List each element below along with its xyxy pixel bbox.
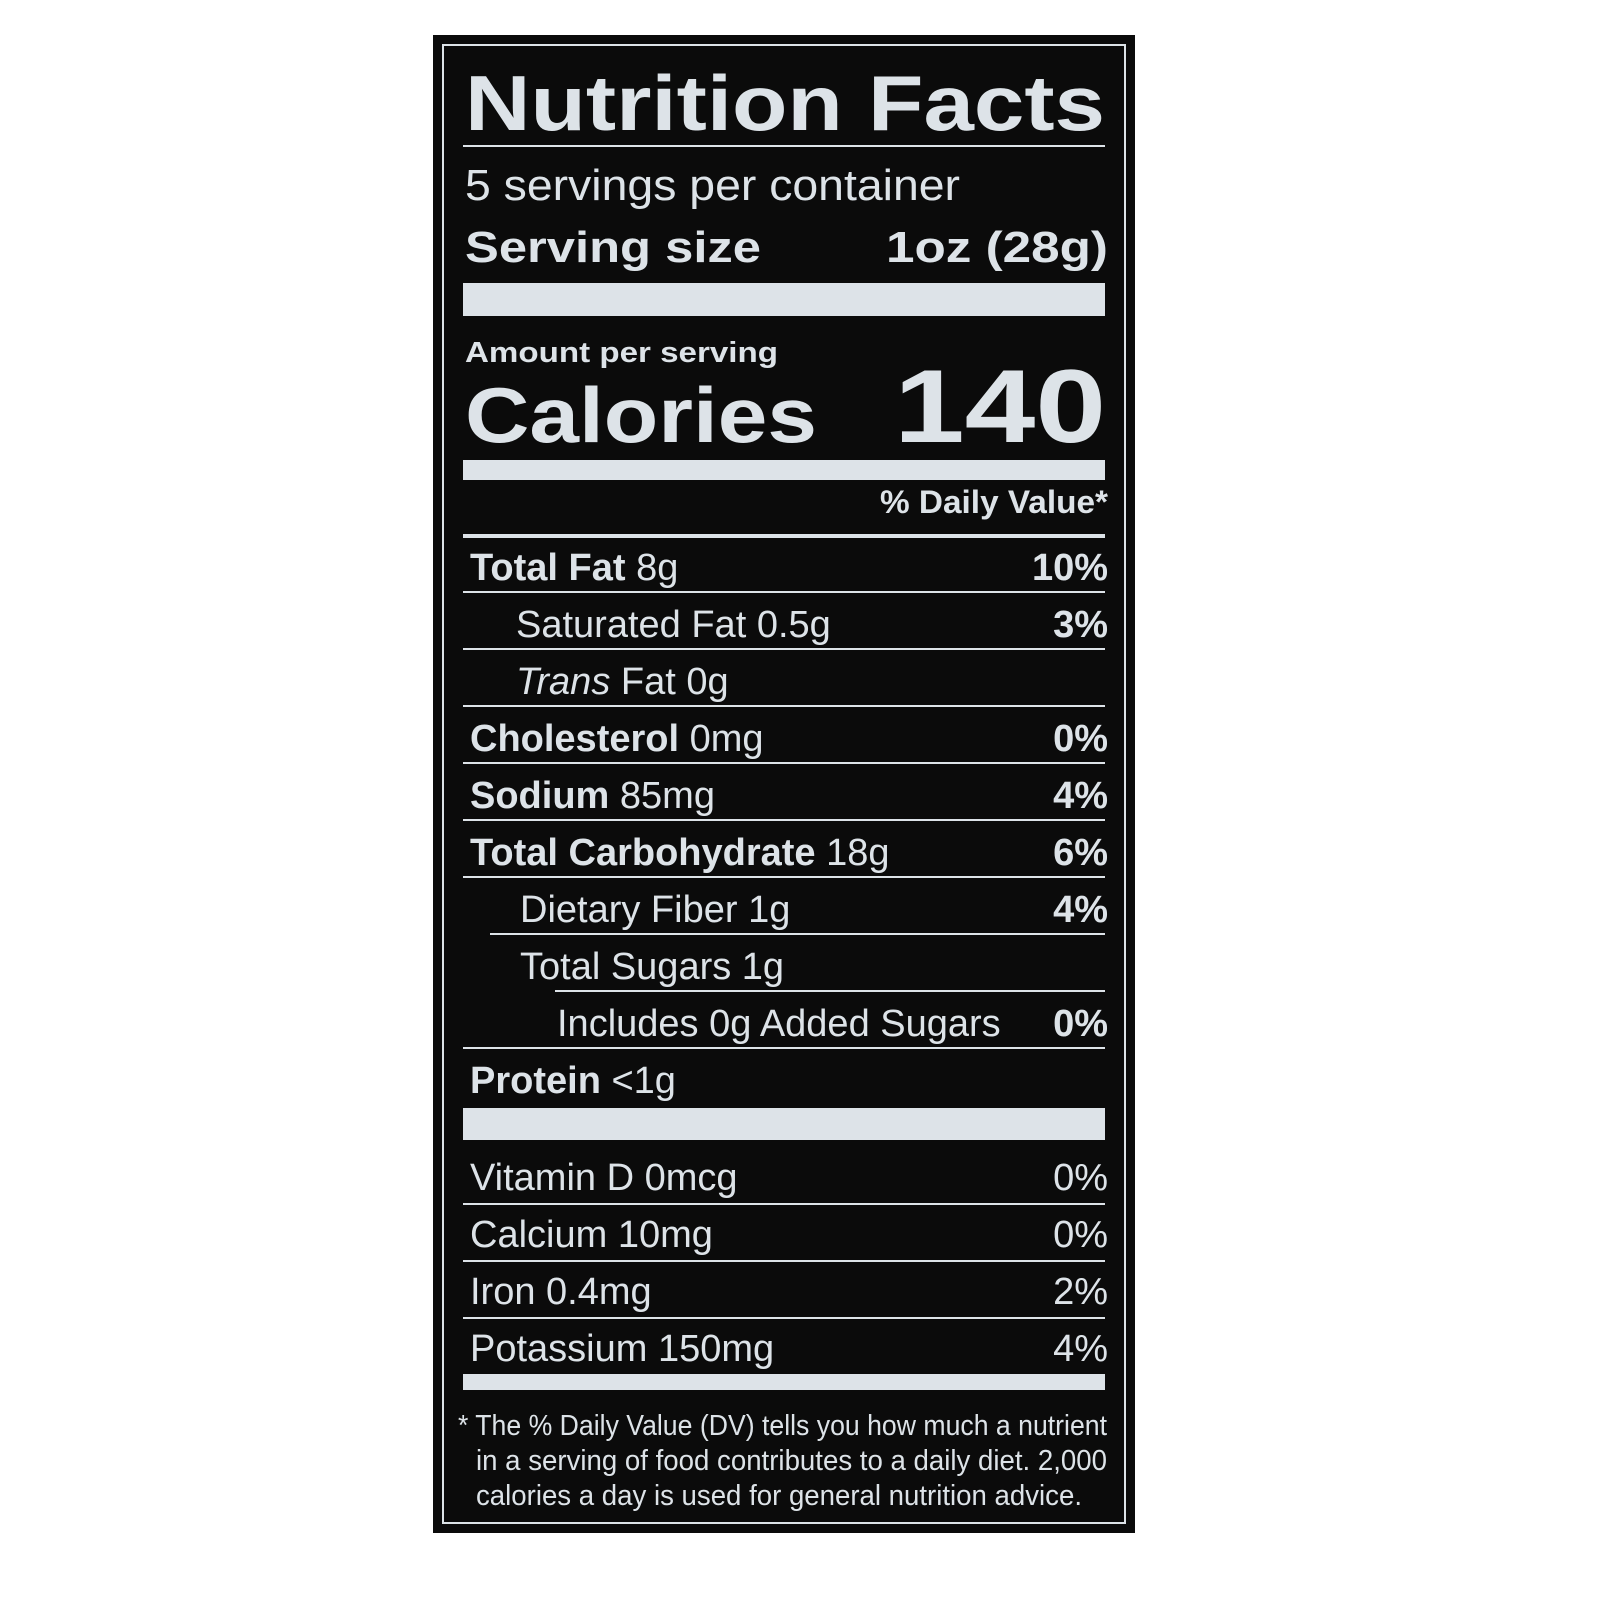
- vitamin-dv: 4%: [1053, 1328, 1108, 1370]
- nutrient-dv: 0%: [1053, 718, 1108, 760]
- footnote-line: * The % Daily Value (DV) tells you how m…: [458, 1410, 1107, 1442]
- nutrient-row: Total Fat 8g: [470, 547, 678, 589]
- nutrient-dv: 0%: [1053, 1003, 1108, 1045]
- vitamin-name: Iron: [470, 1271, 535, 1313]
- calories-label: Calories: [465, 371, 817, 459]
- nutrient-amount: <1g: [611, 1060, 675, 1102]
- thick-bar: [463, 1108, 1105, 1140]
- vitamin-row: Iron 0.4mg: [470, 1271, 652, 1313]
- thick-bar: [463, 283, 1105, 316]
- vitamin-name: Calcium: [470, 1214, 607, 1256]
- vitamin-row: Potassium 150mg: [470, 1328, 774, 1370]
- nutrient-name: Total Carbohydrate: [470, 832, 816, 874]
- nutrient-name-italic: Trans: [516, 661, 610, 703]
- nutrient-dv: 6%: [1053, 832, 1108, 874]
- nutrient-dv: 4%: [1053, 775, 1108, 817]
- nutrient-name: Total Sugars: [520, 946, 731, 988]
- nutrient-name: Sodium: [470, 775, 609, 817]
- nutrient-name: Includes 0g Added Sugars: [557, 1003, 1001, 1045]
- footnote-line: calories a day is used for general nutri…: [476, 1480, 1082, 1512]
- nutrient-amount: 8g: [636, 547, 678, 589]
- nutrient-row: Saturated Fat 0.5g: [516, 604, 831, 646]
- nutrient-amount: 85mg: [620, 775, 715, 817]
- servings: 5 servings per container: [465, 161, 960, 210]
- footnote-line: in a serving of food contributes to a da…: [476, 1445, 1107, 1477]
- vitamin-dv: 2%: [1053, 1271, 1108, 1313]
- nutrient-row: Trans Fat 0g: [516, 661, 729, 703]
- nutrient-amount: 18g: [826, 832, 889, 874]
- nutrient-amount: 1g: [748, 889, 790, 931]
- thick-bar: [463, 1374, 1105, 1390]
- vitamin-amount: 0.4mg: [546, 1271, 652, 1313]
- serving-size-value: 1oz (28g): [886, 223, 1108, 272]
- calories-value: 140: [894, 349, 1106, 465]
- nutrient-name: Fat: [621, 661, 676, 703]
- nutrient-dv: 3%: [1053, 604, 1108, 646]
- vitamin-name: Vitamin D: [470, 1157, 634, 1199]
- nutrient-name: Total Fat: [470, 547, 626, 589]
- vitamin-amount: 0mcg: [645, 1157, 738, 1199]
- vitamin-amount: 150mg: [658, 1328, 774, 1370]
- nutrient-dv: 4%: [1053, 889, 1108, 931]
- label-border: [442, 44, 1126, 1524]
- vitamin-dv: 0%: [1053, 1157, 1108, 1199]
- nutrient-row: Protein <1g: [470, 1060, 676, 1102]
- nutrient-dv: 10%: [1032, 547, 1108, 589]
- vitamin-dv: 0%: [1053, 1214, 1108, 1256]
- nutrient-row: Includes 0g Added Sugars: [557, 1003, 1001, 1045]
- vitamin-name: Potassium: [470, 1328, 647, 1370]
- nutrient-amount: 0.5g: [757, 604, 831, 646]
- nutrient-row: Sodium 85mg: [470, 775, 715, 817]
- nutrient-name: Protein: [470, 1060, 601, 1102]
- nutrient-row: Cholesterol 0mg: [470, 718, 764, 760]
- nutrient-row: Total Sugars 1g: [520, 946, 784, 988]
- nutrient-amount: 0g: [686, 661, 728, 703]
- nutrient-amount: 0mg: [690, 718, 764, 760]
- nutrient-name: Cholesterol: [470, 718, 679, 760]
- serving-size-label: Serving size: [465, 223, 761, 272]
- thick-bar: [463, 460, 1105, 480]
- vitamin-row: Calcium 10mg: [470, 1214, 713, 1256]
- nutrient-amount: 1g: [742, 946, 784, 988]
- nutrient-name: Saturated Fat: [516, 604, 747, 646]
- nutrient-row: Total Carbohydrate 18g: [470, 832, 890, 874]
- dv-header: % Daily Value*: [880, 484, 1109, 520]
- title: Nutrition Facts: [465, 59, 1105, 147]
- vitamin-amount: 10mg: [618, 1214, 713, 1256]
- nutrient-row: Dietary Fiber 1g: [520, 889, 790, 931]
- amount-per-serving: Amount per serving: [465, 337, 778, 369]
- nutrient-name: Dietary Fiber: [520, 889, 738, 931]
- vitamin-row: Vitamin D 0mcg: [470, 1157, 738, 1199]
